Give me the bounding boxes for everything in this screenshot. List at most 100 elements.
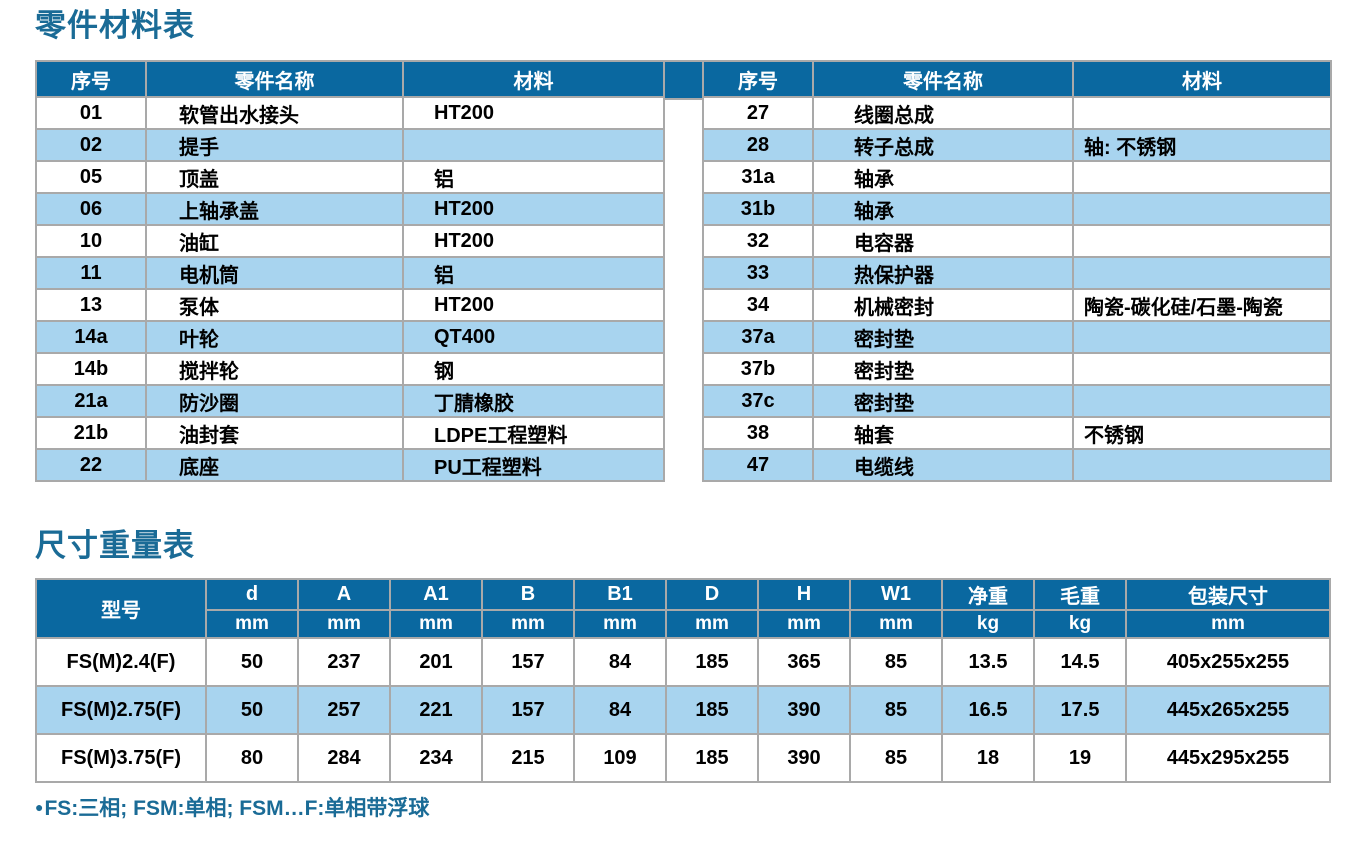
material-cell: HT200 <box>402 224 665 258</box>
table-row: 27 线圈总成 <box>702 96 1332 130</box>
material-column-header: 材料 <box>1072 60 1332 98</box>
table-row: 32 电容器 <box>702 224 1332 258</box>
value-cell: 16.5 <box>941 685 1035 735</box>
table-row: 02 提手 <box>35 128 665 162</box>
table-row: 33 热保护器 <box>702 256 1332 290</box>
table-row: 22 底座 PU工程塑料 <box>35 448 665 482</box>
material-cell <box>1072 160 1332 194</box>
column-header: A1 <box>389 578 483 611</box>
row-number-cell: 27 <box>702 96 814 130</box>
row-number-cell: 31b <box>702 192 814 226</box>
material-cell <box>1072 256 1332 290</box>
value-cell: 445x295x255 <box>1125 733 1331 783</box>
part-name-cell: 转子总成 <box>812 128 1074 162</box>
row-number-cell: 33 <box>702 256 814 290</box>
part-name-cell: 上轴承盖 <box>145 192 404 226</box>
material-cell: PU工程塑料 <box>402 448 665 482</box>
value-cell: 157 <box>481 685 575 735</box>
material-cell <box>402 128 665 162</box>
parts-material-tables: 序号 零件名称 材料 01 软管出水接头 HT200 02 提手 05 顶盖铝 06 上轴承盖 H… <box>35 60 1363 482</box>
row-number-cell: 34 <box>702 288 814 322</box>
material-cell: 钢 <box>402 352 665 386</box>
row-number-cell: 22 <box>35 448 147 482</box>
parts-table-left: 序号 零件名称 材料 01 软管出水接头 HT200 02 提手 05 顶盖铝 06 上轴承盖 H… <box>35 60 665 482</box>
part-name-cell: 泵体 <box>145 288 404 322</box>
material-cell <box>1072 352 1332 386</box>
value-cell: 157 <box>481 637 575 687</box>
table-row: 37c 密封垫 <box>702 384 1332 418</box>
row-number-cell: 02 <box>35 128 147 162</box>
part-name-cell: 轴套 <box>812 416 1074 450</box>
row-number-cell: 14a <box>35 320 147 354</box>
table-row: 21b 油封套 LDPE工程塑料 <box>35 416 665 450</box>
part-name-column-header: 零件名称 <box>812 60 1074 98</box>
table-row: 13 泵体 HT200 <box>35 288 665 322</box>
header-row: 序号 零件名称 材料 <box>35 60 665 98</box>
material-cell <box>1072 96 1332 130</box>
material-cell: 丁腈橡胶 <box>402 384 665 418</box>
value-cell: 185 <box>665 685 759 735</box>
value-cell: 201 <box>389 637 483 687</box>
value-cell: 284 <box>297 733 391 783</box>
row-number-cell: 01 <box>35 96 147 130</box>
material-cell: 不锈钢 <box>1072 416 1332 450</box>
table-row: 14a 叶轮 QT400 <box>35 320 665 354</box>
row-number-cell: 37c <box>702 384 814 418</box>
parts-table-title: 零件材料表 <box>35 8 195 43</box>
table-row: 11 电机筒铝 <box>35 256 665 290</box>
table-row: FS(M)2.75(F) 50 257 221 157 84 185 390 85 16.5 17.… <box>35 685 1331 735</box>
table-row: 28 转子总成 轴: 不锈钢 <box>702 128 1332 162</box>
part-name-cell: 密封垫 <box>812 352 1074 386</box>
row-number-cell: 47 <box>702 448 814 482</box>
value-cell: 85 <box>849 637 943 687</box>
value-cell: 405x255x255 <box>1125 637 1331 687</box>
footnote: ●FS:三相; FSM:单相; FSM…F:单相带浮球 <box>35 795 1363 821</box>
column-header: d <box>205 578 299 611</box>
column-header: B1 <box>573 578 667 611</box>
value-cell: 257 <box>297 685 391 735</box>
row-number-cell: 13 <box>35 288 147 322</box>
value-cell: 390 <box>757 685 851 735</box>
value-cell: 365 <box>757 637 851 687</box>
row-number-cell: 06 <box>35 192 147 226</box>
value-cell: 185 <box>665 637 759 687</box>
part-name-cell: 电机筒 <box>145 256 404 290</box>
material-cell: 陶瓷-碳化硅/石墨-陶瓷 <box>1072 288 1332 322</box>
header-row: 序号 零件名称 材料 <box>702 60 1332 98</box>
no-column-header: 序号 <box>702 60 814 98</box>
value-cell: 84 <box>573 637 667 687</box>
table-row: FS(M)3.75(F) 80 284 234 215 109 185 390 85 18 19 44… <box>35 733 1331 783</box>
value-cell: 18 <box>941 733 1035 783</box>
column-unit-header: kg <box>1033 609 1127 639</box>
row-number-cell: 21a <box>35 384 147 418</box>
value-cell: 234 <box>389 733 483 783</box>
part-name-cell: 电容器 <box>812 224 1074 258</box>
material-cell <box>1072 192 1332 226</box>
table-row: 21a 防沙圈 丁腈橡胶 <box>35 384 665 418</box>
part-name-cell: 轴承 <box>812 160 1074 194</box>
column-unit-header: mm <box>297 609 391 639</box>
column-unit-header: kg <box>941 609 1035 639</box>
part-name-cell: 顶盖 <box>145 160 404 194</box>
row-number-cell: 38 <box>702 416 814 450</box>
spacer-header-block <box>665 60 702 100</box>
model-cell: FS(M)2.75(F) <box>35 685 207 735</box>
row-number-cell: 21b <box>35 416 147 450</box>
column-header: H <box>757 578 851 611</box>
value-cell: 215 <box>481 733 575 783</box>
header-row-labels: 型号 d A A1 B B1 D H W1 净重 毛重 包装尺寸 <box>35 578 1331 639</box>
value-cell: 80 <box>205 733 299 783</box>
row-number-cell: 05 <box>35 160 147 194</box>
table-row: 31b 轴承 <box>702 192 1332 226</box>
part-name-cell: 油封套 <box>145 416 404 450</box>
row-number-cell: 37b <box>702 352 814 386</box>
column-header: 净重 <box>941 578 1035 611</box>
material-cell: 铝 <box>402 256 665 290</box>
material-cell: HT200 <box>402 288 665 322</box>
material-cell <box>1072 448 1332 482</box>
column-unit-header: mm <box>665 609 759 639</box>
value-cell: 445x265x255 <box>1125 685 1331 735</box>
material-column-header: 材料 <box>402 60 665 98</box>
footnote-text: FS:三相; FSM:单相; FSM…F:单相带浮球 <box>44 797 430 820</box>
dimensions-weight-table-wrap: 型号 d A A1 B B1 D H W1 净重 毛重 包装尺寸 mm mm mm mm mm mm mm mm k… <box>35 578 1363 783</box>
